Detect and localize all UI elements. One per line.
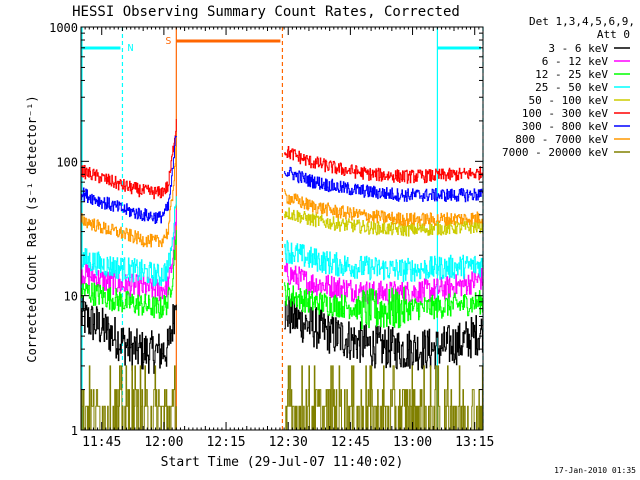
y-tick-label: 10 (64, 290, 78, 304)
series-line (81, 136, 177, 224)
legend-label: 800 - 7000 keV (515, 133, 608, 146)
series-line (81, 147, 177, 248)
series-line (81, 196, 177, 287)
legend-label: 7000 - 20000 keV (502, 146, 608, 159)
series-line (284, 240, 484, 283)
series-line (284, 261, 484, 305)
series-line (81, 119, 177, 200)
series-line (284, 282, 484, 330)
series-line (284, 166, 484, 203)
legend-label: 50 - 100 keV (529, 94, 609, 107)
plot-area: NS (81, 27, 484, 431)
series-line (284, 207, 484, 237)
series-line (81, 295, 177, 374)
series-800-7000-kev (81, 147, 484, 248)
y-axis-label: Corrected Count Rate (s⁻¹ detector⁻¹) (25, 95, 39, 362)
legend-label: 3 - 6 keV (548, 42, 608, 55)
series-line (284, 189, 484, 227)
region-label: S (165, 36, 171, 47)
legend-label: 12 - 25 keV (535, 68, 608, 81)
y-tick-label: 1000 (49, 21, 78, 35)
x-tick-label: 12:00 (144, 435, 183, 450)
chart-title: HESSI Observing Summary Count Rates, Cor… (72, 4, 460, 20)
x-tick-label: 11:45 (82, 435, 121, 450)
series-50-100-kev (284, 207, 484, 237)
series-3-6-kev (81, 295, 484, 374)
y-tick-label: 100 (56, 155, 78, 169)
series-7000-20000-kev (81, 365, 484, 431)
series-line (284, 295, 484, 371)
y-tick-label: 1 (71, 424, 78, 438)
series-300-800-kev (81, 136, 484, 224)
footer-date: 17-Jan-2010 01:35 (554, 466, 636, 475)
legend-header-att: Att 0 (597, 28, 630, 41)
series-line (284, 365, 484, 431)
series-line (81, 365, 177, 431)
plot-frame (80, 26, 484, 431)
x-tick-label: 13:00 (393, 435, 432, 450)
x-tick-label: 12:45 (331, 435, 370, 450)
region-label: N (127, 43, 133, 54)
series-12-25-kev (81, 230, 484, 330)
axes: 1 10 100 1000 11:45 12:00 12:15 12:30 12:45 13:00… (49, 21, 494, 450)
x-tick-label: 12:15 (206, 435, 245, 450)
legend-label: 100 - 300 keV (522, 107, 608, 120)
legend-label: 6 - 12 keV (542, 55, 609, 68)
legend-label: 25 - 50 keV (535, 81, 608, 94)
series-line (284, 146, 484, 184)
series-line (81, 230, 177, 319)
legend-header: Det 1,3,4,5,6,9, (529, 15, 635, 28)
series-25-50-kev (81, 196, 484, 287)
series-100-300-kev (81, 119, 484, 200)
x-tick-label: 12:30 (269, 435, 308, 450)
x-axis-label: Start Time (29-Jul-07 11:40:02) (161, 455, 404, 470)
legend-label: 300 - 800 keV (522, 120, 608, 133)
x-tick-label: 13:15 (455, 435, 494, 450)
